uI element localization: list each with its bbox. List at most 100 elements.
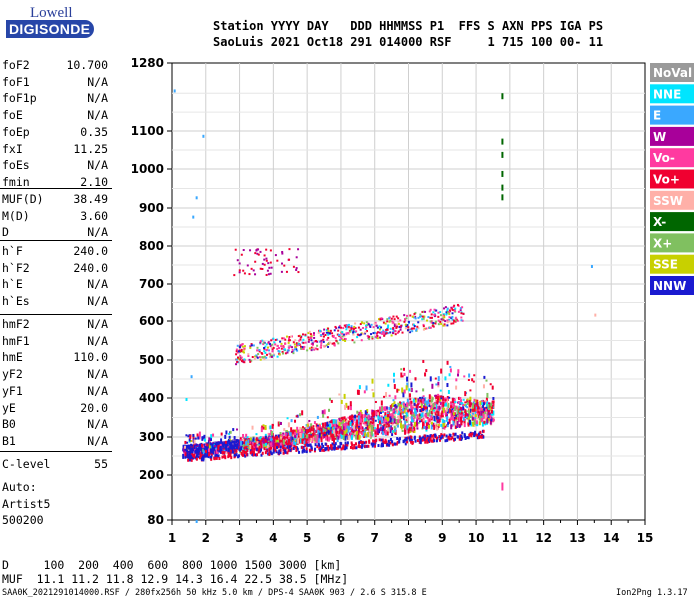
echo-point bbox=[360, 445, 363, 449]
echo-point bbox=[230, 445, 233, 451]
echo-point bbox=[384, 322, 387, 325]
echo-point bbox=[405, 412, 408, 418]
echo-point bbox=[198, 444, 201, 449]
echo-point bbox=[367, 323, 370, 326]
echo-point bbox=[475, 399, 478, 405]
echo-point bbox=[391, 320, 394, 323]
echo-point bbox=[288, 346, 291, 349]
legend-label: SSE bbox=[653, 258, 678, 272]
echo-point bbox=[407, 326, 410, 329]
echo-point bbox=[470, 434, 473, 438]
echo-point bbox=[233, 442, 236, 448]
echo-point bbox=[391, 430, 394, 434]
echo-point bbox=[256, 349, 259, 352]
echo-point bbox=[437, 385, 440, 388]
echo-point bbox=[431, 324, 434, 327]
echo-point bbox=[477, 433, 480, 437]
echo-point bbox=[350, 423, 353, 426]
echo-point bbox=[486, 407, 489, 412]
echo-point bbox=[453, 419, 456, 422]
echo-point bbox=[227, 447, 230, 453]
echo-point bbox=[473, 411, 476, 414]
echo-point bbox=[212, 433, 215, 437]
y-tick-label: 80 bbox=[147, 513, 164, 527]
echo-point bbox=[490, 413, 493, 416]
echo-point bbox=[322, 335, 325, 338]
echo-point bbox=[279, 448, 282, 452]
echo-point bbox=[272, 354, 275, 357]
echo-point bbox=[314, 443, 317, 447]
echo-point bbox=[364, 328, 367, 331]
echo-point bbox=[420, 413, 423, 418]
echo-point bbox=[376, 332, 379, 335]
echo-point bbox=[208, 437, 211, 442]
echo-point bbox=[371, 337, 374, 340]
echo-point bbox=[411, 315, 414, 318]
echo-point bbox=[445, 311, 448, 314]
echo-point bbox=[320, 344, 323, 347]
echo-point bbox=[184, 440, 187, 444]
echo-point bbox=[454, 406, 457, 412]
echo-point bbox=[427, 399, 430, 405]
echo-point bbox=[448, 320, 451, 323]
echo-point bbox=[422, 325, 425, 328]
echo-point bbox=[293, 343, 296, 346]
echo-point bbox=[334, 423, 337, 427]
echo-point bbox=[280, 347, 283, 350]
echo-point bbox=[450, 402, 453, 407]
echo-point bbox=[436, 410, 439, 413]
param-value: 38.49 bbox=[73, 192, 108, 206]
echo-point bbox=[313, 340, 316, 343]
echo-point bbox=[201, 448, 204, 453]
echo-point bbox=[359, 424, 362, 430]
echo-point bbox=[285, 335, 288, 338]
echo-point bbox=[316, 426, 319, 432]
echo-point bbox=[338, 432, 341, 438]
echo-point bbox=[279, 445, 282, 449]
echo-point bbox=[386, 442, 389, 446]
echo-point bbox=[410, 416, 413, 421]
echo-point bbox=[290, 441, 293, 447]
echo-point bbox=[286, 445, 289, 449]
echo-point bbox=[327, 445, 330, 449]
echo-point bbox=[215, 454, 218, 458]
echo-point bbox=[359, 409, 362, 412]
echo-point bbox=[243, 347, 246, 350]
echo-point bbox=[396, 331, 399, 334]
echo-point bbox=[349, 426, 352, 430]
echo-point bbox=[262, 342, 265, 345]
echo-point bbox=[201, 436, 204, 441]
echo-point bbox=[238, 262, 241, 265]
echo-point bbox=[492, 403, 495, 409]
echo-point bbox=[363, 441, 366, 445]
echo-point bbox=[318, 424, 321, 428]
echo-point bbox=[454, 319, 457, 322]
echo-point bbox=[262, 340, 265, 343]
echo-point bbox=[462, 398, 465, 401]
echo-point bbox=[257, 450, 260, 454]
echo-point bbox=[233, 436, 236, 441]
echo-point bbox=[280, 438, 283, 443]
echo-point bbox=[376, 427, 379, 433]
echo-point bbox=[410, 387, 413, 392]
echo-point bbox=[190, 434, 193, 438]
echo-point bbox=[297, 431, 300, 434]
echo-point bbox=[267, 436, 270, 441]
echo-point bbox=[203, 438, 206, 442]
echo-point bbox=[332, 423, 335, 429]
echo-point bbox=[321, 425, 324, 430]
echo-point bbox=[478, 421, 481, 426]
echo-point bbox=[335, 431, 338, 437]
param-row-hf2: h`F2 240.0 bbox=[0, 260, 112, 277]
echo-point bbox=[266, 346, 269, 349]
echo-point bbox=[245, 450, 248, 454]
echo-point bbox=[429, 438, 432, 442]
echo-point bbox=[412, 398, 415, 403]
echo-point bbox=[326, 416, 329, 419]
echo-point bbox=[235, 358, 238, 361]
legend-swatch bbox=[650, 169, 694, 189]
echo-point bbox=[310, 426, 313, 432]
echo-point bbox=[270, 431, 273, 437]
echo-point bbox=[471, 432, 474, 436]
echo-point bbox=[396, 409, 399, 414]
